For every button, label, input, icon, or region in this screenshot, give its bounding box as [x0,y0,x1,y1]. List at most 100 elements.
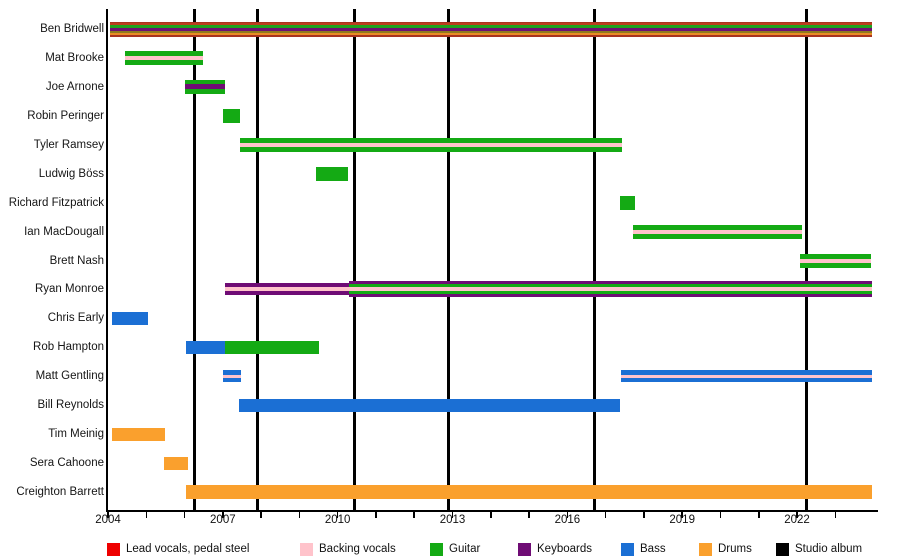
legend-swatch [107,542,120,556]
member-name: Sera Cahoone [29,457,104,470]
timeline-bar [238,398,620,412]
bar-stripe [620,377,872,383]
timeline-bar [186,485,872,499]
member-name: Tyler Ramsey [33,138,104,151]
timeline-bar [225,340,319,354]
legend-label: Keyboards [537,543,592,555]
bar-stripe [222,377,241,383]
bar-stripe [111,427,166,441]
legend-swatch [699,542,712,556]
legend-swatch [300,542,313,556]
year-tick [719,512,722,518]
bar-stripe [238,398,620,412]
year-tick [145,512,148,518]
legend-item: Bass [621,542,666,556]
bar-stripe [184,89,226,94]
legend-label: Guitar [449,543,481,555]
legend-label: Drums [718,543,752,555]
bar-stripe [620,374,872,378]
bar-stripe [799,258,871,263]
year-tick [413,512,415,518]
member-name: Brett Nash [49,254,104,267]
bar-stripe [224,283,350,288]
year-tick [604,512,607,518]
timeline-bar [349,281,872,298]
timeline-bar [632,224,802,239]
year-tick [758,512,760,518]
member-name: Joe Arnone [45,80,104,93]
timeline-bar [222,108,241,123]
studio-album-line [192,9,196,510]
year-tick [107,512,109,518]
timeline-bar [799,253,871,268]
year-label: 2013 [439,514,466,526]
member-name: Matt Gentling [35,370,104,383]
legend-item: Keyboards [518,542,592,556]
member-name: Mat Brooke [45,51,104,64]
studio-album-line [592,9,596,510]
timeline-bar [184,79,226,94]
year-tick [566,512,569,518]
bar-stripe [109,27,872,31]
legend-item: Drums [699,542,752,556]
bar-stripe [186,340,226,354]
year-tick [451,512,454,518]
bar-stripe [240,142,623,147]
bar-stripe [619,195,635,210]
bar-stripe [225,340,319,354]
timeline-bar [111,311,149,325]
bar-stripe [109,23,872,25]
legend-label: Studio album [795,543,863,555]
member-name: Ian MacDougall [24,225,104,238]
timeline-bar [111,427,166,441]
timeline-bar [186,340,226,354]
bar-stripe [163,456,188,470]
bar-stripe [184,84,226,90]
year-label: 2022 [784,514,810,526]
legend-swatch [776,542,789,556]
studio-album-line [255,9,259,510]
member-name: Ludwig Böss [38,167,104,180]
timeline-bar [224,283,350,296]
member-name: Ryan Monroe [34,283,104,296]
bar-stripe [632,229,802,234]
year-tick [260,512,262,518]
timeline-bar [240,137,623,152]
legend-label: Bass [640,543,666,555]
bar-stripe [109,35,872,37]
x-axis-line [106,510,878,512]
bar-stripe [224,287,350,292]
timeline-bar [109,21,872,37]
timeline-bar [222,370,241,383]
bar-stripe [124,50,203,56]
member-name: Chris Early [47,312,104,325]
bar-stripe [240,146,623,152]
year-tick [681,512,683,518]
bar-stripe [124,55,203,60]
bar-stripe [222,108,241,123]
bar-stripe [186,485,872,499]
bar-stripe [799,253,871,259]
legend-swatch [621,542,634,556]
bar-stripe [799,262,871,268]
year-tick [298,512,301,518]
timeline-bar [163,456,188,470]
member-name: Ben Bridwell [40,23,104,35]
year-label: 2019 [669,514,695,526]
year-label: 2016 [554,514,581,526]
bar-stripe [349,294,872,298]
legend-label: Backing vocals [319,543,396,555]
member-name: Robin Peringer [27,109,104,122]
member-name: Creighton Barrett [16,486,104,498]
year-tick [183,512,186,518]
legend-label: Lead vocals, pedal steel [126,543,250,555]
studio-album-line [353,9,357,510]
bar-stripe [620,370,872,375]
year-label: 2010 [324,514,351,526]
timeline-bar [315,166,348,181]
member-name: Bill Reynolds [37,399,104,412]
year-tick [528,512,530,518]
bar-stripe [184,79,226,85]
legend-swatch [518,542,531,556]
